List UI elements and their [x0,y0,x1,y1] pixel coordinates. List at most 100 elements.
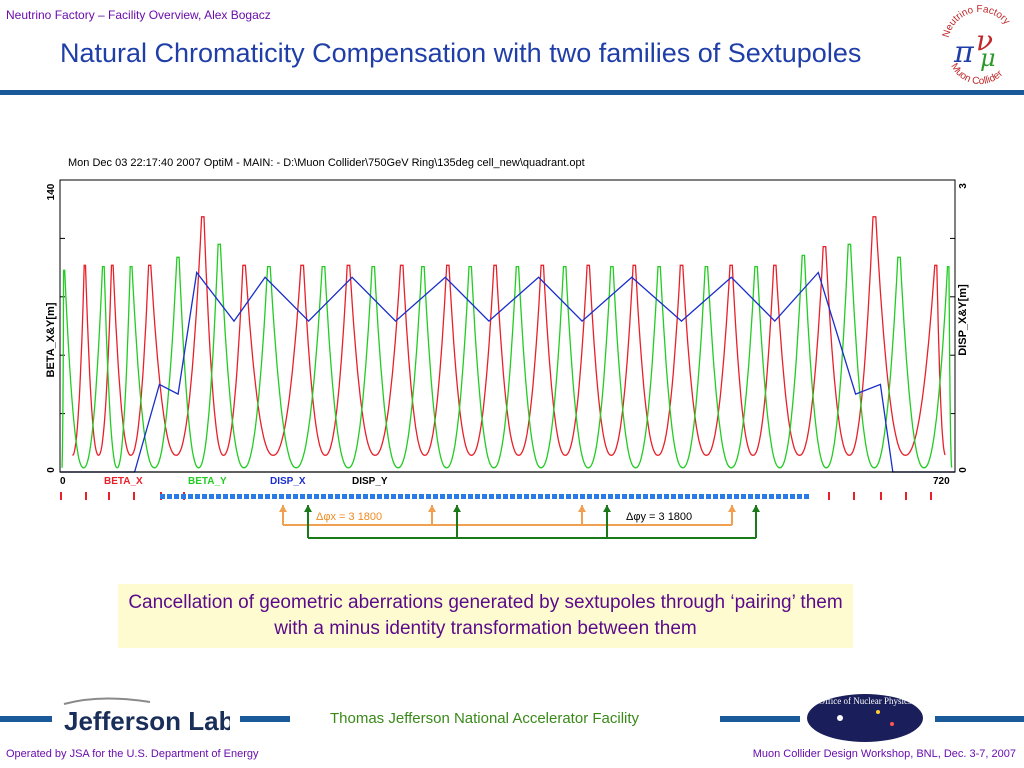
lattice-dipole [905,492,907,500]
caption-box [118,584,853,648]
footer-bar-right1 [720,716,800,722]
slide-title: Natural Chromaticity Compensation with t… [60,38,862,68]
svg-text:ν: ν [976,24,993,57]
lattice-quad [622,494,627,499]
lattice-quad [293,494,298,499]
lattice-dipole [85,492,87,500]
lattice-quad [426,494,431,499]
lattice-quad [419,494,424,499]
arrow-head [728,505,736,512]
lattice-quad [440,494,445,499]
arrow-head [453,505,461,512]
svg-text:μ: μ [980,44,996,72]
y-left-tick-min: 0 [46,467,57,473]
lattice-quad [209,494,214,499]
lattice-quad [272,494,277,499]
lattice-dipole [828,492,830,500]
series-beta-y [61,243,953,469]
lattice-quad [454,494,459,499]
lattice-quad [377,494,382,499]
lattice-quad [461,494,466,499]
lattice-dipole [60,492,62,500]
lattice-quad [587,494,592,499]
lattice-quad [314,494,319,499]
lattice-quad [160,494,165,499]
lattice-quad [370,494,375,499]
lattice-elements [60,492,932,500]
lattice-quad [335,494,340,499]
lattice-quad [475,494,480,499]
lattice-quad [447,494,452,499]
lattice-quad [433,494,438,499]
arrow-head [752,505,760,512]
lattice-quad [580,494,585,499]
lattice-quad [734,494,739,499]
footer-bar-left [0,716,52,722]
lattice-quad [503,494,508,499]
lattice-quad [678,494,683,499]
lattice-quad [531,494,536,499]
lattice-quad [608,494,613,499]
lattice-quad [762,494,767,499]
lattice-quad [629,494,634,499]
lattice-quad [300,494,305,499]
lattice-quad [321,494,326,499]
footer-right: Muon Collider Design Workshop, BNL, Dec.… [752,748,1016,760]
lattice-quad [251,494,256,499]
annotation-dphiy: Δφy = 3 1800 [626,511,692,523]
x-tick-min: 0 [60,476,66,487]
lattice-quad [307,494,312,499]
lattice-quad [657,494,662,499]
arrow-head [603,505,611,512]
lattice-quad [356,494,361,499]
y-right-tick-max: 3 [958,183,969,189]
caption-text: Cancellation of geometric aberrations ge… [128,592,843,639]
legend-beta-y: BETA_Y [188,476,227,487]
series-beta-x [72,216,946,457]
lattice-quad [328,494,333,499]
lattice-quad [643,494,648,499]
lattice-quad [755,494,760,499]
lattice-quad [244,494,249,499]
lattice-quad [510,494,515,499]
lattice-quad [797,494,802,499]
footer-bar-mid [240,716,290,722]
lattice-quad [538,494,543,499]
lattice-quad [545,494,550,499]
lattice-quad [713,494,718,499]
lattice-quad [720,494,725,499]
lattice-quad [664,494,669,499]
lattice-quad [727,494,732,499]
lattice-quad [517,494,522,499]
lattice-quad [489,494,494,499]
lattice-dipole [853,492,855,500]
lattice-quad [776,494,781,499]
facility-name: Thomas Jefferson National Accelerator Fa… [330,710,640,727]
lattice-quad [636,494,641,499]
lattice-quad [363,494,368,499]
lattice-quad [398,494,403,499]
series-disp-x [60,270,955,473]
lattice-dipole [930,492,932,500]
lattice-quad [279,494,284,499]
lattice-quad [237,494,242,499]
lattice-quad [468,494,473,499]
lattice-dipole [880,492,882,500]
y-left-label: BETA_X&Y[m] [45,302,57,377]
arrow-head [279,505,287,512]
y-right-tick-min: 0 [958,467,969,473]
arrow-head [304,505,312,512]
lattice-quad [566,494,571,499]
header-rule [0,90,1024,95]
lattice-quad [223,494,228,499]
lattice-quad [524,494,529,499]
lattice-quad [286,494,291,499]
lattice-quad [615,494,620,499]
lattice-dipole [108,492,110,500]
lattice-quad [769,494,774,499]
y-right-label: DISP_X&Y[m] [957,284,969,356]
lattice-quad [405,494,410,499]
lattice-quad [748,494,753,499]
lattice-quad [706,494,711,499]
lattice-quad [741,494,746,499]
